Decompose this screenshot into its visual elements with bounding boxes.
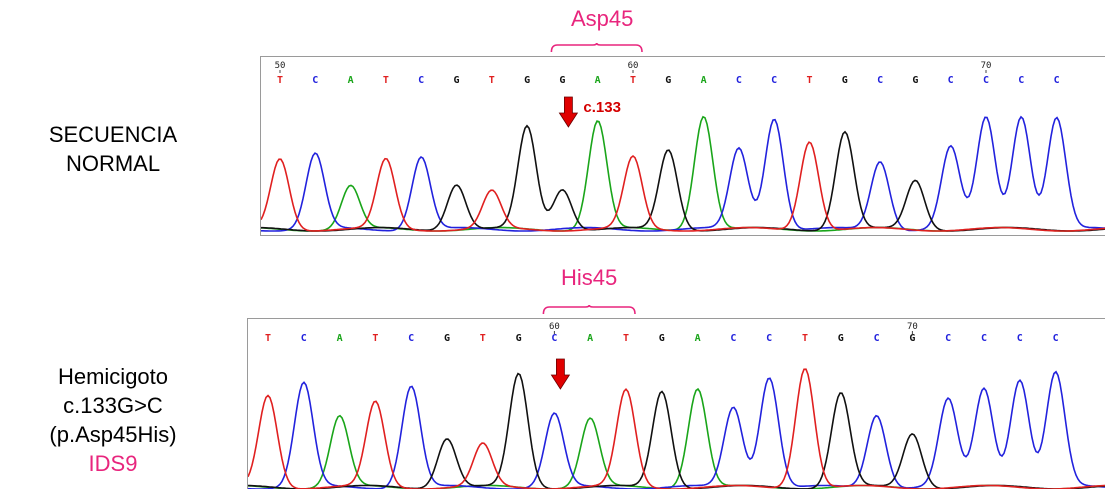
position-mark: 60 — [549, 322, 560, 332]
trace-G — [261, 124, 1105, 232]
base-call: T — [489, 75, 495, 86]
base-call: C — [948, 75, 954, 86]
base-call: G — [524, 75, 530, 86]
base-call: T — [372, 333, 378, 344]
chromatogram-mutant-plot: 60 70 T C A T C G T G C A T G A C C T G C G C C C C — [248, 322, 1105, 489]
base-call: C — [551, 333, 557, 344]
normal-sequence-label: SECUENCIA NORMAL — [0, 120, 226, 178]
mutation-position-label: c.133 — [583, 99, 621, 116]
base-call: G — [838, 333, 844, 344]
base-call: T — [277, 75, 283, 86]
base-call: C — [312, 75, 318, 86]
base-call: G — [665, 75, 671, 86]
position-mark: 50 — [275, 61, 286, 71]
base-call: C — [945, 333, 951, 344]
base-call: G — [444, 333, 450, 344]
trace-T — [261, 141, 1105, 232]
base-call: C — [301, 333, 307, 344]
trace-A — [261, 115, 1105, 232]
base-call: C — [736, 75, 742, 86]
base-call: A — [695, 333, 701, 344]
codon-label-mutant: His45 — [561, 265, 618, 290]
sample-id-label: IDS9 — [88, 451, 138, 476]
base-call: C — [771, 75, 777, 86]
base-call: G — [909, 333, 915, 344]
base-call: C — [1053, 333, 1059, 344]
mutant-sequence-label: Hemicigoto c.133G>C (p.Asp45His) IDS9 — [0, 362, 226, 478]
trace-G — [248, 372, 1105, 489]
base-call: C — [1018, 75, 1024, 86]
base-call: T — [265, 333, 271, 344]
label-line: (p.Asp45His) — [49, 422, 177, 447]
label-line: NORMAL — [65, 151, 161, 176]
trace-C — [248, 370, 1105, 489]
label-line: SECUENCIA — [48, 122, 178, 147]
base-call: G — [516, 333, 522, 344]
base-call: C — [1017, 333, 1023, 344]
base-call: C — [877, 75, 883, 86]
base-call: C — [418, 75, 424, 86]
codon-bracket — [542, 304, 636, 315]
base-call: G — [659, 333, 665, 344]
chromatogram-mutant: 60 70 T C A T C G T G C A T G A C C T G C G C C C C — [247, 318, 1105, 489]
chromatogram-normal-plot: 50 60 70 T C A T C G T G G A T G A C C T G C G C C C Cc.133 — [261, 61, 1105, 232]
label-line: Hemicigoto — [57, 364, 169, 389]
codon-label-normal: Asp45 — [571, 6, 634, 31]
mutation-arrow-icon — [558, 96, 579, 128]
codon-bracket — [550, 42, 643, 53]
position-mark: 60 — [628, 61, 639, 71]
position-mark: 70 — [981, 61, 992, 71]
trace-T — [248, 368, 1105, 489]
base-call: C — [730, 333, 736, 344]
base-call: T — [806, 75, 812, 86]
base-call: C — [874, 333, 880, 344]
mutation-arrow-icon — [550, 358, 571, 390]
base-call: A — [595, 75, 601, 86]
base-call: T — [480, 333, 486, 344]
base-call: A — [587, 333, 593, 344]
base-call: T — [630, 75, 636, 86]
base-call: T — [802, 333, 808, 344]
position-mark: 70 — [907, 322, 918, 332]
trace-C — [261, 115, 1105, 232]
base-call: C — [408, 333, 414, 344]
base-call: A — [701, 75, 707, 86]
base-call: G — [912, 75, 918, 86]
base-call: C — [981, 333, 987, 344]
label-line: c.133G>C — [63, 393, 163, 418]
trace-A — [248, 387, 1105, 489]
base-call: C — [983, 75, 989, 86]
base-call: G — [842, 75, 848, 86]
base-call: C — [766, 333, 772, 344]
base-call: A — [337, 333, 343, 344]
base-call: T — [623, 333, 629, 344]
base-call: A — [348, 75, 354, 86]
base-call: G — [559, 75, 565, 86]
base-call: G — [453, 75, 459, 86]
base-call: T — [383, 75, 389, 86]
base-call: C — [1054, 75, 1060, 86]
